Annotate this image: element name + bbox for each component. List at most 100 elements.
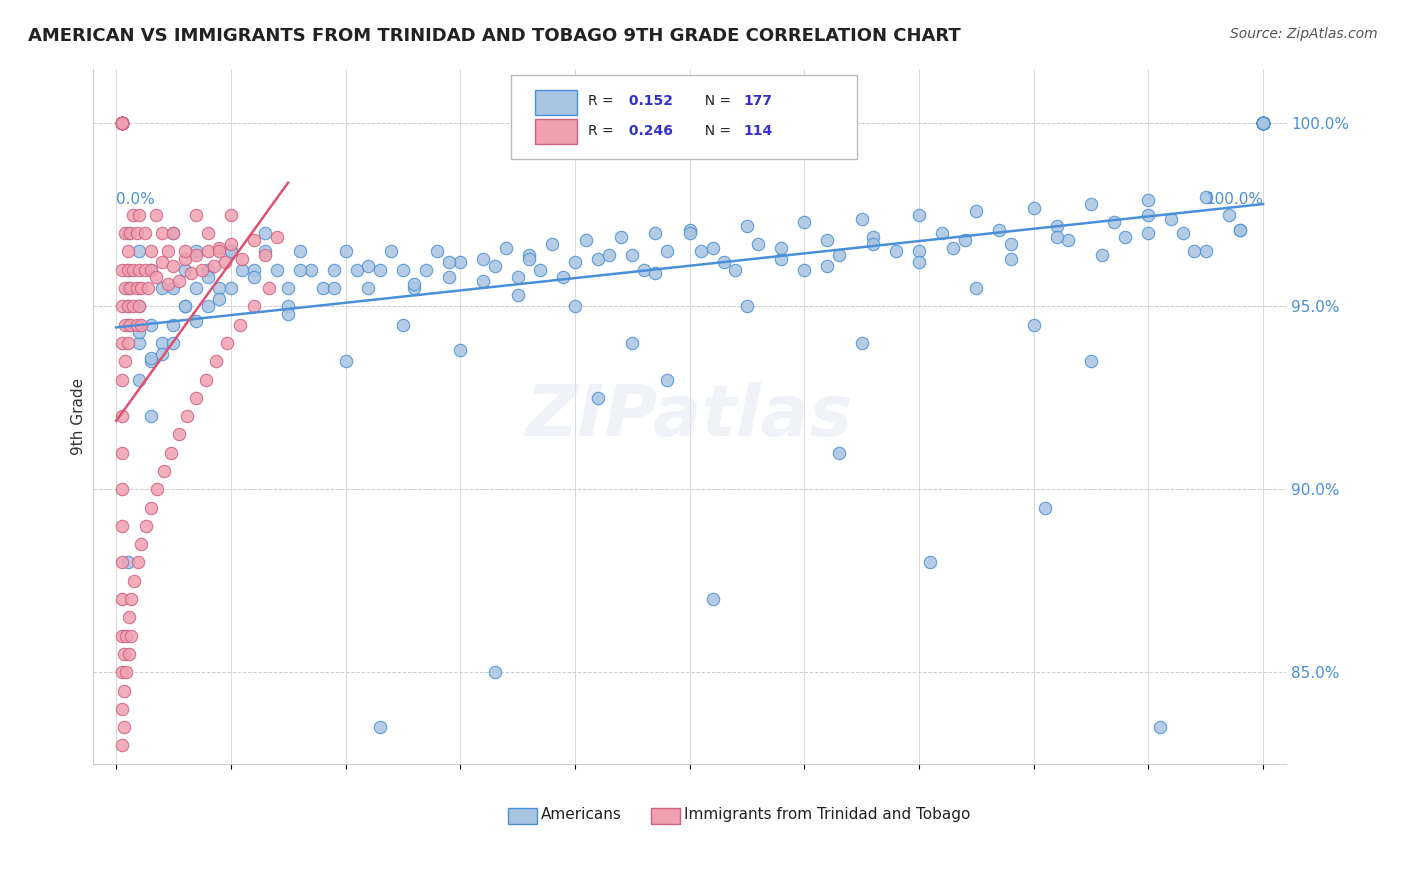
Point bbox=[134, 262, 156, 277]
Point bbox=[117, 244, 139, 259]
Point bbox=[1251, 116, 1274, 130]
Point bbox=[150, 281, 173, 295]
Point bbox=[111, 116, 134, 130]
Point bbox=[851, 335, 873, 350]
Point bbox=[1137, 208, 1160, 222]
Point bbox=[472, 274, 495, 288]
Point bbox=[598, 248, 620, 262]
Point bbox=[242, 234, 264, 248]
Point bbox=[118, 647, 141, 661]
FancyBboxPatch shape bbox=[651, 807, 681, 824]
Point bbox=[139, 244, 162, 259]
Text: Americans: Americans bbox=[540, 807, 621, 822]
Point bbox=[827, 248, 849, 262]
Point bbox=[111, 335, 134, 350]
Text: Immigrants from Trinidad and Tobago: Immigrants from Trinidad and Tobago bbox=[683, 807, 970, 822]
Point bbox=[186, 314, 208, 328]
Point bbox=[529, 262, 551, 277]
Point bbox=[815, 234, 838, 248]
Point bbox=[1091, 248, 1114, 262]
Point bbox=[197, 226, 219, 240]
Point bbox=[415, 262, 437, 277]
Point bbox=[1080, 197, 1102, 211]
Point bbox=[111, 775, 134, 789]
Point bbox=[208, 292, 231, 306]
Text: 177: 177 bbox=[744, 95, 772, 108]
Point bbox=[145, 208, 167, 222]
Point bbox=[174, 299, 197, 313]
Point bbox=[323, 262, 346, 277]
Point bbox=[146, 483, 169, 497]
Point bbox=[484, 665, 506, 680]
Point bbox=[139, 500, 162, 515]
Point bbox=[120, 629, 142, 643]
Point bbox=[1057, 234, 1080, 248]
Point bbox=[357, 281, 380, 295]
Point bbox=[335, 354, 357, 368]
Point bbox=[117, 318, 139, 332]
Point bbox=[139, 262, 162, 277]
Point bbox=[747, 237, 769, 252]
Point bbox=[139, 351, 162, 365]
Point bbox=[117, 299, 139, 313]
Text: R =: R = bbox=[588, 124, 619, 138]
Point bbox=[266, 230, 288, 244]
Point bbox=[437, 255, 460, 269]
Point bbox=[472, 252, 495, 266]
Point bbox=[174, 252, 197, 266]
Point bbox=[1251, 116, 1274, 130]
Point bbox=[174, 299, 197, 313]
Point bbox=[134, 226, 156, 240]
Point bbox=[368, 720, 391, 734]
Point bbox=[506, 288, 529, 302]
Point bbox=[111, 262, 134, 277]
Point bbox=[1033, 500, 1056, 515]
Point bbox=[288, 244, 311, 259]
Point bbox=[793, 215, 815, 229]
Point bbox=[112, 683, 135, 698]
Point bbox=[633, 262, 655, 277]
Point bbox=[219, 244, 242, 259]
Point bbox=[136, 281, 159, 295]
Point bbox=[111, 116, 134, 130]
Point bbox=[139, 354, 162, 368]
Point bbox=[277, 307, 299, 321]
Point bbox=[517, 252, 540, 266]
Point bbox=[965, 204, 987, 219]
Point bbox=[426, 244, 449, 259]
Point bbox=[111, 116, 134, 130]
Point bbox=[242, 270, 264, 285]
Point bbox=[1251, 116, 1274, 130]
Point bbox=[586, 252, 609, 266]
Point bbox=[111, 556, 134, 570]
Point bbox=[111, 848, 134, 863]
Point bbox=[174, 244, 197, 259]
Point bbox=[335, 244, 357, 259]
Point bbox=[153, 464, 176, 478]
Point bbox=[254, 244, 277, 259]
Point bbox=[449, 343, 471, 358]
Point bbox=[1251, 116, 1274, 130]
Text: N =: N = bbox=[696, 95, 735, 108]
Point bbox=[208, 281, 231, 295]
Point bbox=[128, 262, 150, 277]
Point bbox=[128, 244, 150, 259]
Point bbox=[115, 665, 138, 680]
Point bbox=[827, 446, 849, 460]
Point bbox=[1149, 720, 1171, 734]
Point bbox=[229, 318, 252, 332]
Point bbox=[125, 281, 148, 295]
Point bbox=[621, 335, 644, 350]
Point bbox=[174, 262, 197, 277]
Point bbox=[1251, 116, 1274, 130]
Point bbox=[139, 318, 162, 332]
Point bbox=[131, 318, 153, 332]
Point bbox=[404, 277, 426, 292]
Point bbox=[1000, 252, 1022, 266]
Point bbox=[150, 347, 173, 361]
Point bbox=[735, 219, 758, 233]
Point bbox=[793, 262, 815, 277]
Point bbox=[128, 325, 150, 339]
Point bbox=[156, 277, 179, 292]
Point bbox=[111, 116, 134, 130]
